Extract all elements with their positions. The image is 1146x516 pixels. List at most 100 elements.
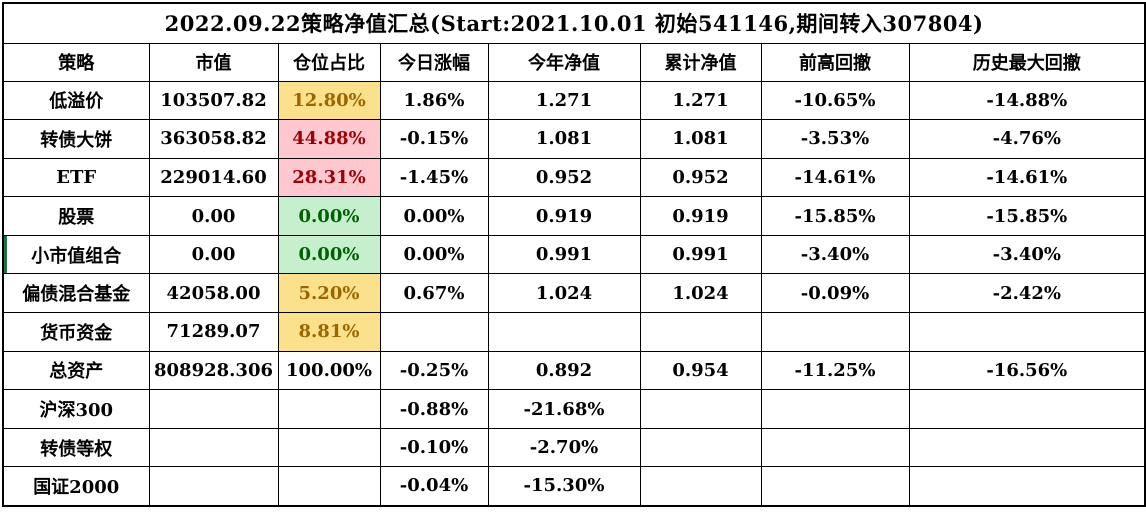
cumulative-nav-cell[interactable] <box>639 466 762 507</box>
col-header-market-value[interactable]: 市值 <box>148 42 279 82</box>
cumulative-nav-cell[interactable]: 0.991 <box>639 234 762 275</box>
market-value-cell[interactable]: 229014.60 <box>148 157 279 198</box>
strategy-name-cell[interactable]: 偏债混合基金 <box>2 273 150 314</box>
position-ratio-cell[interactable]: 44.88% <box>277 119 381 159</box>
strategy-name-cell[interactable]: 低溢价 <box>2 80 150 121</box>
strategy-name-cell[interactable]: 总资产 <box>2 350 150 391</box>
col-header-cumulative-nav[interactable]: 累计净值 <box>639 42 762 82</box>
position-ratio-cell[interactable] <box>277 466 381 507</box>
ytd-nav-cell[interactable]: 1.081 <box>487 119 641 159</box>
today-change-cell[interactable]: 1.86% <box>379 80 489 121</box>
max-historical-drawdown-cell[interactable] <box>908 389 1146 429</box>
position-ratio-cell[interactable]: 0.00% <box>277 234 381 275</box>
cumulative-nav-cell[interactable]: 0.952 <box>639 157 762 198</box>
market-value-cell[interactable]: 363058.82 <box>148 119 279 159</box>
drawdown-from-high-cell[interactable]: -10.65% <box>760 80 910 121</box>
market-value-cell[interactable]: 0.00 <box>148 234 279 275</box>
ytd-nav-cell[interactable] <box>487 312 641 352</box>
drawdown-from-high-cell[interactable]: -11.25% <box>760 350 910 391</box>
drawdown-from-high-cell[interactable]: -0.09% <box>760 273 910 314</box>
max-historical-drawdown-cell[interactable]: -4.76% <box>908 119 1146 159</box>
drawdown-from-high-cell[interactable]: -14.61% <box>760 157 910 198</box>
market-value-cell[interactable]: 808928.306 <box>148 350 279 391</box>
ytd-nav-cell[interactable]: -15.30% <box>487 466 641 507</box>
table-title[interactable]: 2022.09.22策略净值汇总(Start:2021.10.01 初始5411… <box>2 2 1146 44</box>
max-historical-drawdown-cell[interactable]: -16.56% <box>908 350 1146 391</box>
position-ratio-cell[interactable]: 0.00% <box>277 196 381 236</box>
position-ratio-cell[interactable]: 8.81% <box>277 312 381 352</box>
today-change-cell[interactable]: -0.25% <box>379 350 489 391</box>
today-change-cell[interactable]: -0.15% <box>379 119 489 159</box>
position-ratio-cell[interactable]: 28.31% <box>277 157 381 198</box>
position-ratio-cell[interactable] <box>277 389 381 429</box>
cumulative-nav-cell[interactable] <box>639 389 762 429</box>
strategy-name-cell[interactable]: 转债等权 <box>2 427 150 468</box>
cumulative-nav-cell[interactable] <box>639 427 762 468</box>
today-change-cell[interactable] <box>379 312 489 352</box>
cumulative-nav-cell[interactable]: 1.271 <box>639 80 762 121</box>
today-change-cell[interactable]: 0.00% <box>379 196 489 236</box>
max-historical-drawdown-cell[interactable]: -14.61% <box>908 157 1146 198</box>
table-row: 国证2000 -0.04% -15.30% <box>2 466 1146 507</box>
col-header-today-change[interactable]: 今日涨幅 <box>379 42 489 82</box>
market-value-cell[interactable] <box>148 466 279 507</box>
market-value-cell[interactable] <box>148 427 279 468</box>
market-value-cell[interactable]: 0.00 <box>148 196 279 236</box>
today-change-cell[interactable]: -1.45% <box>379 157 489 198</box>
position-ratio-cell[interactable]: 100.00% <box>277 350 381 391</box>
today-change-cell[interactable]: -0.88% <box>379 389 489 429</box>
max-historical-drawdown-cell[interactable] <box>908 466 1146 507</box>
ytd-nav-cell[interactable]: 1.271 <box>487 80 641 121</box>
strategy-name-cell[interactable]: 转债大饼 <box>2 119 150 159</box>
col-header-drawdown-from-high[interactable]: 前高回撤 <box>760 42 910 82</box>
ytd-nav-cell[interactable]: 0.892 <box>487 350 641 391</box>
market-value-cell[interactable]: 42058.00 <box>148 273 279 314</box>
max-historical-drawdown-cell[interactable]: -15.85% <box>908 196 1146 236</box>
max-historical-drawdown-cell[interactable] <box>908 427 1146 468</box>
today-change-cell[interactable]: 0.67% <box>379 273 489 314</box>
position-ratio-cell[interactable]: 12.80% <box>277 80 381 121</box>
strategy-name-cell[interactable]: 股票 <box>2 196 150 236</box>
max-historical-drawdown-cell[interactable]: -2.42% <box>908 273 1146 314</box>
drawdown-from-high-cell[interactable] <box>760 312 910 352</box>
cumulative-nav-cell[interactable] <box>639 312 762 352</box>
col-header-position-ratio[interactable]: 仓位占比 <box>277 42 381 82</box>
market-value-cell[interactable]: 71289.07 <box>148 312 279 352</box>
max-historical-drawdown-cell[interactable] <box>908 312 1146 352</box>
drawdown-from-high-cell[interactable] <box>760 427 910 468</box>
max-historical-drawdown-cell[interactable]: -14.88% <box>908 80 1146 121</box>
header-row: 策略 市值 仓位占比 今日涨幅 今年净值 累计净值 前高回撤 历史最大回撤 <box>2 42 1146 82</box>
col-header-max-historical-drawdown[interactable]: 历史最大回撤 <box>908 42 1146 82</box>
today-change-cell[interactable]: -0.04% <box>379 466 489 507</box>
drawdown-from-high-cell[interactable]: -15.85% <box>760 196 910 236</box>
strategy-name-cell[interactable]: 货币资金 <box>2 312 150 352</box>
drawdown-from-high-cell[interactable]: -3.40% <box>760 234 910 275</box>
table-row: ETF 229014.60 28.31% -1.45% 0.952 0.952 -14.61… <box>2 157 1146 198</box>
cumulative-nav-cell[interactable]: 0.954 <box>639 350 762 391</box>
drawdown-from-high-cell[interactable] <box>760 466 910 507</box>
market-value-cell[interactable] <box>148 389 279 429</box>
cumulative-nav-cell[interactable]: 1.024 <box>639 273 762 314</box>
drawdown-from-high-cell[interactable]: -3.53% <box>760 119 910 159</box>
drawdown-from-high-cell[interactable] <box>760 389 910 429</box>
col-header-ytd-nav[interactable]: 今年净值 <box>487 42 641 82</box>
ytd-nav-cell[interactable]: 0.991 <box>487 234 641 275</box>
position-ratio-cell[interactable]: 5.20% <box>277 273 381 314</box>
market-value-cell[interactable]: 103507.82 <box>148 80 279 121</box>
strategy-name-cell-selected[interactable]: 小市值组合 <box>2 234 150 275</box>
cumulative-nav-cell[interactable]: 1.081 <box>639 119 762 159</box>
col-header-strategy[interactable]: 策略 <box>2 42 150 82</box>
max-historical-drawdown-cell[interactable]: -3.40% <box>908 234 1146 275</box>
strategy-name-cell[interactable]: 国证2000 <box>2 466 150 507</box>
ytd-nav-cell[interactable]: 0.919 <box>487 196 641 236</box>
ytd-nav-cell[interactable]: -21.68% <box>487 389 641 429</box>
cumulative-nav-cell[interactable]: 0.919 <box>639 196 762 236</box>
strategy-name-cell[interactable]: ETF <box>2 157 150 198</box>
ytd-nav-cell[interactable]: 0.952 <box>487 157 641 198</box>
today-change-cell[interactable]: -0.10% <box>379 427 489 468</box>
ytd-nav-cell[interactable]: -2.70% <box>487 427 641 468</box>
strategy-name-cell[interactable]: 沪深300 <box>2 389 150 429</box>
position-ratio-cell[interactable] <box>277 427 381 468</box>
today-change-cell[interactable]: 0.00% <box>379 234 489 275</box>
ytd-nav-cell[interactable]: 1.024 <box>487 273 641 314</box>
